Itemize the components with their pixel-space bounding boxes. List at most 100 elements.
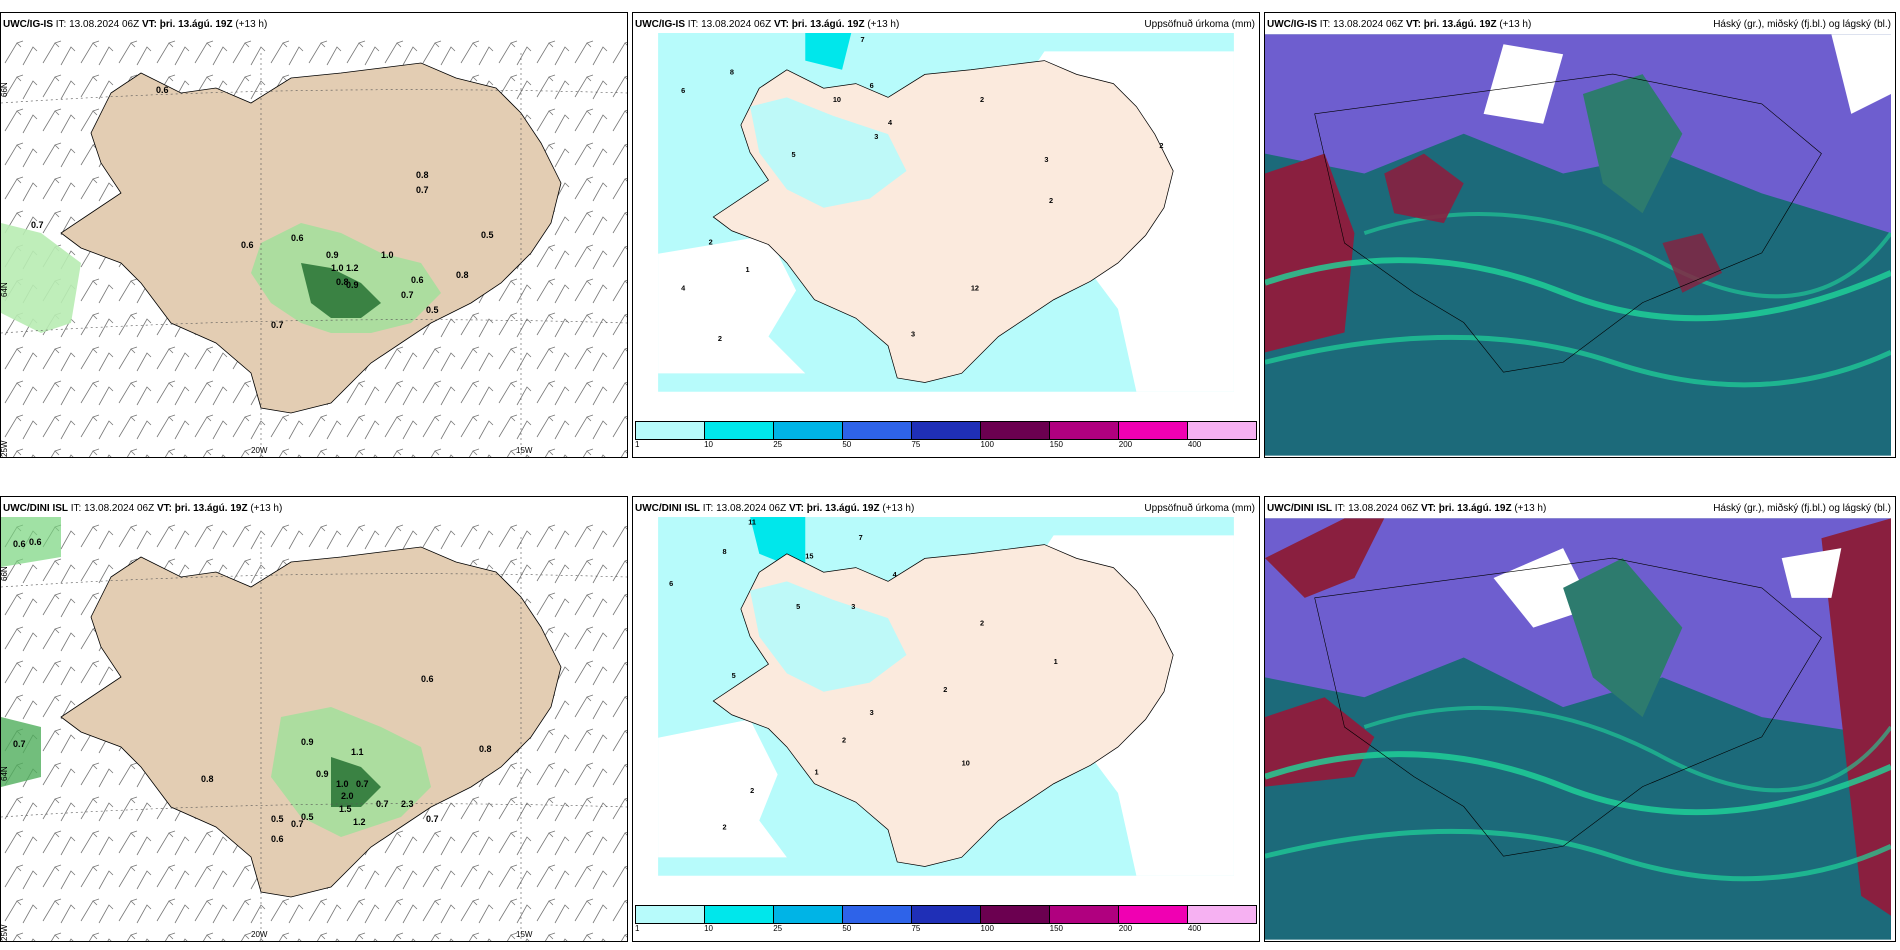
legend-swatch xyxy=(636,422,705,439)
legend-colorbar xyxy=(635,421,1257,440)
value-label: 1.0 xyxy=(331,263,344,273)
axis-lat66: 66N xyxy=(1,82,9,97)
wind-map: 0.6 0.6 0.7 0.6 0.8 0.9 1.1 0.9 1.0 0.7 … xyxy=(1,517,627,941)
precip-north xyxy=(750,581,907,692)
legend-swatch xyxy=(981,906,1050,923)
value-label: 0.6 xyxy=(13,539,26,549)
panel-wind-dini: UWC/DINI ISL IT: 13.08.2024 06Z VT: þri.… xyxy=(0,496,628,942)
axis-lon20: 20W xyxy=(251,446,268,455)
value-label: 15 xyxy=(805,551,813,560)
legend-ticks: 1 10 25 50 75 100 150 200 400 xyxy=(635,924,1257,936)
legend-swatch xyxy=(636,906,705,923)
value-label: 4 xyxy=(681,284,686,293)
cloud-high-west xyxy=(1265,153,1355,353)
green-area xyxy=(1,717,41,787)
panel-clouds-dini: UWC/DINI ISL IT: 13.08.2024 06Z VT: þri.… xyxy=(1264,496,1896,942)
legend-swatch xyxy=(1119,422,1188,439)
value-label: 7 xyxy=(859,533,863,542)
value-label: 0.8 xyxy=(456,270,469,280)
green-west-coast xyxy=(1,223,81,333)
panel-title-precip: Uppsöfnuð úrkoma (mm) xyxy=(1144,19,1255,30)
legend-swatch xyxy=(705,906,774,923)
legend-swatch xyxy=(843,422,912,439)
value-label: 2 xyxy=(718,334,722,343)
legend-ticks: 1 10 25 50 75 100 150 200 400 xyxy=(635,440,1257,452)
legend-swatch xyxy=(912,906,981,923)
cloud-high-west xyxy=(1265,697,1375,787)
value-label: 0.6 xyxy=(241,240,254,250)
value-label: 3 xyxy=(870,708,874,717)
panel-wind-igis: UWC/IG-IS IT: 13.08.2024 06Z VT: þri. 13… xyxy=(0,12,628,458)
value-label: 10 xyxy=(962,758,970,767)
panel-header: UWC/DINI ISL IT: 13.08.2024 06Z VT: þri.… xyxy=(1267,503,1547,514)
value-label: 2.0 xyxy=(341,791,354,801)
cloud-high xyxy=(1384,153,1464,224)
legend-swatch xyxy=(705,422,774,439)
dry-area-west xyxy=(658,235,806,374)
value-label: 3 xyxy=(874,132,878,141)
value-label: 1 xyxy=(1054,657,1058,666)
value-label: 4 xyxy=(893,570,898,579)
value-label: 3 xyxy=(1044,155,1048,164)
legend-tick: 25 xyxy=(773,440,783,449)
panel-title-clouds: Háský (gr.), miðský (fj.bl.) og lágský (… xyxy=(1713,19,1891,30)
value-label: 0.6 xyxy=(411,275,424,285)
precip-cyan-area xyxy=(805,33,852,70)
cloud-map xyxy=(1265,34,1891,456)
value-label: 2 xyxy=(722,823,726,832)
panel-header: UWC/IG-IS IT: 13.08.2024 06Z VT: þri. 13… xyxy=(3,19,268,30)
cloud-high xyxy=(1265,518,1385,598)
iceland-coastline xyxy=(1314,73,1822,373)
value-label: 0.6 xyxy=(271,834,284,844)
axis-lon25: 25W xyxy=(1,924,9,941)
panel-header: UWC/DINI ISL IT: 13.08.2024 06Z VT: þri.… xyxy=(635,503,915,514)
value-label: 7 xyxy=(860,35,864,44)
value-label: 0.7 xyxy=(401,290,414,300)
green-area xyxy=(1,517,61,567)
axis-lon15: 15W xyxy=(516,930,533,939)
clear-sky xyxy=(1831,34,1891,114)
cloud-contour xyxy=(1265,334,1891,388)
precip-map: 8 7 6 10 6 4 3 5 2 12 2 3 2 2 1 4 2 3 xyxy=(658,33,1234,392)
value-label: 0.6 xyxy=(29,537,42,547)
panel-precip-dini: UWC/DINI ISL IT: 13.08.2024 06Z VT: þri.… xyxy=(632,496,1260,942)
value-label: 0.9 xyxy=(316,769,329,779)
cloud-map xyxy=(1265,518,1891,940)
legend-tick: 100 xyxy=(980,440,994,449)
value-label: 2 xyxy=(750,786,754,795)
value-label: 12 xyxy=(971,284,979,293)
legend-tick: 100 xyxy=(980,924,994,933)
value-label: 2 xyxy=(980,95,984,104)
legend-tick: 75 xyxy=(911,440,921,449)
value-label: 1 xyxy=(745,265,749,274)
value-label: 1.0 xyxy=(381,250,394,260)
value-label: 2 xyxy=(709,238,713,247)
axis-lat64: 64N xyxy=(1,766,9,781)
value-label: 0.5 xyxy=(301,812,314,822)
axis-lon15: 15W xyxy=(516,446,533,455)
cloud-high xyxy=(1662,233,1723,293)
cloud-contour xyxy=(1363,211,1891,299)
panel-clouds-igis: UWC/IG-IS IT: 13.08.2024 06Z VT: þri. 13… xyxy=(1264,12,1896,458)
panel-title-precip: Uppsöfnuð úrkoma (mm) xyxy=(1144,503,1255,514)
precip-map: 11 7 8 6 15 4 3 5 2 10 2 1 3 2 1 2 2 5 xyxy=(658,517,1234,876)
value-label: 1.2 xyxy=(353,817,366,827)
value-label: 0.7 xyxy=(426,814,439,824)
dry-area-west xyxy=(658,719,787,858)
value-label: 2 xyxy=(943,685,947,694)
value-label: 8 xyxy=(722,547,726,556)
legend-tick: 200 xyxy=(1118,440,1133,449)
value-label: 2 xyxy=(980,619,984,628)
axis-lon20: 20W xyxy=(251,930,268,939)
value-label: 1.0 xyxy=(336,779,349,789)
cloud-contour xyxy=(1363,705,1891,793)
panel-title-clouds: Háský (gr.), miðský (fj.bl.) og lágský (… xyxy=(1713,503,1891,514)
value-label: 0.7 xyxy=(271,320,284,330)
clear-sky xyxy=(1781,548,1842,598)
precip-legend: 1 10 25 50 75 100 150 200 400 xyxy=(635,421,1257,455)
legend-tick: 1 xyxy=(635,440,640,449)
value-label: 8 xyxy=(730,67,734,76)
value-label: 0.9 xyxy=(346,280,359,290)
dark-green-core xyxy=(331,757,381,807)
legend-swatch xyxy=(1119,906,1188,923)
